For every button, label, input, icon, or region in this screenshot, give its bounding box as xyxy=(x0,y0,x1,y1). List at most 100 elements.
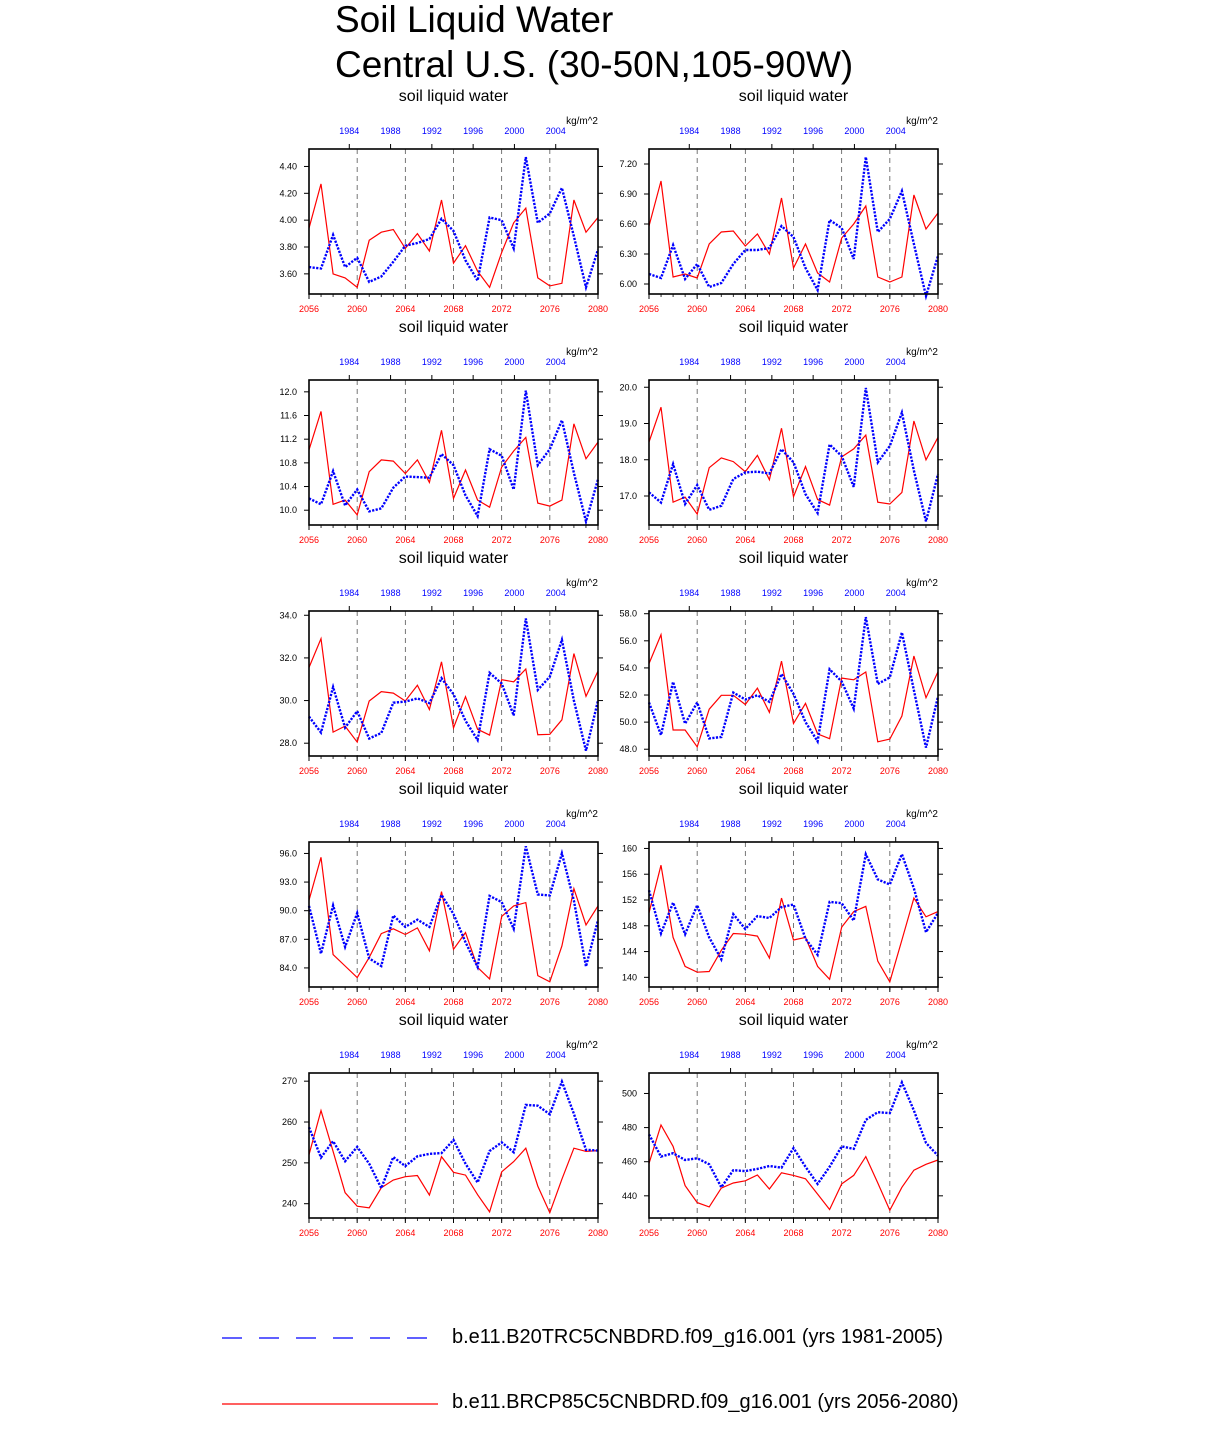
x-bottom-tick-label: 2080 xyxy=(928,304,948,314)
x-bottom-tick-label: 2072 xyxy=(492,304,512,314)
plot-frame xyxy=(648,610,939,757)
x-bottom-tick-label: 2072 xyxy=(832,535,852,545)
series-rcp85-line xyxy=(308,857,599,983)
y-tick-label: 240 xyxy=(282,1199,297,1209)
x-bottom-tick-label: 2064 xyxy=(735,997,755,1007)
x-top-tick-label: 1996 xyxy=(803,819,823,829)
plot-frame xyxy=(648,841,939,988)
x-bottom-tick-label: 2072 xyxy=(492,1228,512,1238)
x-top-tick-label: 1984 xyxy=(339,819,359,829)
x-top-tick-label: 1992 xyxy=(762,1050,782,1060)
x-top-tick-label: 1996 xyxy=(803,126,823,136)
x-top-tick-label: 1984 xyxy=(339,357,359,367)
y-tick-label: 18.0 xyxy=(619,455,637,465)
x-top-tick-label: 1984 xyxy=(679,1050,699,1060)
x-bottom-tick-label: 2068 xyxy=(783,766,803,776)
y-tick-label: 10.4 xyxy=(279,482,297,492)
series-rcp85-line xyxy=(308,1108,599,1215)
x-bottom-tick-label: 2080 xyxy=(588,997,608,1007)
x-top-tick-label: 1996 xyxy=(463,819,483,829)
x-bottom-tick-label: 2068 xyxy=(443,1228,463,1238)
x-top-tick-label: 1988 xyxy=(721,126,741,136)
x-bottom-tick-label: 2064 xyxy=(395,535,415,545)
x-top-tick-label: 1992 xyxy=(762,357,782,367)
plot-frame xyxy=(648,379,939,526)
x-top-tick-label: 2000 xyxy=(504,1050,524,1060)
x-bottom-tick-label: 2076 xyxy=(540,997,560,1007)
x-top-tick-label: 1988 xyxy=(381,1050,401,1060)
plot-frame xyxy=(308,148,599,295)
x-bottom-tick-label: 2060 xyxy=(347,1228,367,1238)
chart-panel-8: soil liquid water kg/m^2 2056 2060 2064 2068 2… xyxy=(622,781,948,1007)
panel-title: soil liquid water xyxy=(399,88,509,105)
x-top-tick-label: 1988 xyxy=(721,357,741,367)
y-tick-label: 52.0 xyxy=(619,690,637,700)
x-top-tick-label: 2000 xyxy=(844,126,864,136)
x-top-tick-label: 1992 xyxy=(422,1050,442,1060)
x-bottom-tick-label: 2080 xyxy=(588,535,608,545)
x-bottom-tick-label: 2072 xyxy=(492,766,512,776)
x-bottom-tick-label: 2072 xyxy=(492,535,512,545)
y-tick-label: 54.0 xyxy=(619,663,637,673)
x-top-tick-label: 1984 xyxy=(679,819,699,829)
x-bottom-tick-label: 2080 xyxy=(588,766,608,776)
y-tick-label: 84.0 xyxy=(279,963,297,973)
x-bottom-tick-label: 2056 xyxy=(299,535,319,545)
x-top-tick-label: 1988 xyxy=(721,819,741,829)
y-tick-label: 140 xyxy=(622,972,637,982)
series-rcp85-line xyxy=(648,407,939,516)
x-top-tick-label: 1988 xyxy=(381,588,401,598)
x-bottom-tick-label: 2072 xyxy=(492,997,512,1007)
x-top-tick-label: 2004 xyxy=(886,588,906,598)
y-tick-label: 30.0 xyxy=(279,696,297,706)
x-top-tick-label: 1992 xyxy=(762,126,782,136)
panel-title: soil liquid water xyxy=(399,550,509,567)
panel-units: kg/m^2 xyxy=(566,116,598,127)
x-bottom-tick-label: 2060 xyxy=(347,535,367,545)
x-bottom-tick-label: 2064 xyxy=(735,304,755,314)
x-bottom-tick-label: 2060 xyxy=(687,1228,707,1238)
panel-units: kg/m^2 xyxy=(906,578,938,589)
x-bottom-tick-label: 2068 xyxy=(443,997,463,1007)
x-bottom-tick-label: 2064 xyxy=(395,304,415,314)
x-top-tick-label: 1992 xyxy=(422,588,442,598)
panel-units: kg/m^2 xyxy=(906,809,938,820)
y-tick-label: 17.0 xyxy=(619,491,637,501)
x-top-tick-label: 2004 xyxy=(546,588,566,598)
y-tick-label: 12.0 xyxy=(279,387,297,397)
y-tick-label: 4.00 xyxy=(279,215,297,225)
y-tick-label: 156 xyxy=(622,869,637,879)
x-bottom-tick-label: 2056 xyxy=(639,535,659,545)
y-tick-label: 28.0 xyxy=(279,738,297,748)
panel-title: soil liquid water xyxy=(399,781,509,798)
series-rcp85-line xyxy=(648,180,939,284)
x-top-tick-label: 2000 xyxy=(504,126,524,136)
y-tick-label: 19.0 xyxy=(619,419,637,429)
x-bottom-tick-label: 2064 xyxy=(735,1228,755,1238)
x-bottom-tick-label: 2056 xyxy=(639,766,659,776)
panel-title: soil liquid water xyxy=(399,1012,509,1029)
panel-title: soil liquid water xyxy=(739,1012,849,1029)
y-tick-label: 144 xyxy=(622,947,637,957)
chart-panel-4: soil liquid water kg/m^2 2056 2060 2064 2068 2… xyxy=(619,319,948,545)
x-bottom-tick-label: 2060 xyxy=(687,304,707,314)
y-tick-label: 6.90 xyxy=(619,189,637,199)
x-bottom-tick-label: 2080 xyxy=(928,766,948,776)
x-bottom-tick-label: 2056 xyxy=(639,304,659,314)
x-bottom-tick-label: 2060 xyxy=(687,535,707,545)
series-rcp85-line xyxy=(648,865,939,984)
x-top-tick-label: 1984 xyxy=(339,1050,359,1060)
y-tick-label: 3.80 xyxy=(279,242,297,252)
y-tick-label: 11.2 xyxy=(280,434,297,444)
x-bottom-tick-label: 2076 xyxy=(880,1228,900,1238)
x-top-tick-label: 1984 xyxy=(679,588,699,598)
y-tick-label: 3.60 xyxy=(279,269,297,279)
x-top-tick-label: 1992 xyxy=(762,588,782,598)
y-tick-label: 6.30 xyxy=(619,249,637,259)
x-bottom-tick-label: 2072 xyxy=(832,304,852,314)
x-top-tick-label: 2000 xyxy=(504,588,524,598)
y-tick-label: 48.0 xyxy=(619,744,637,754)
series-rcp85-line xyxy=(648,632,939,749)
x-top-tick-label: 1988 xyxy=(381,126,401,136)
y-tick-label: 7.20 xyxy=(619,159,637,169)
